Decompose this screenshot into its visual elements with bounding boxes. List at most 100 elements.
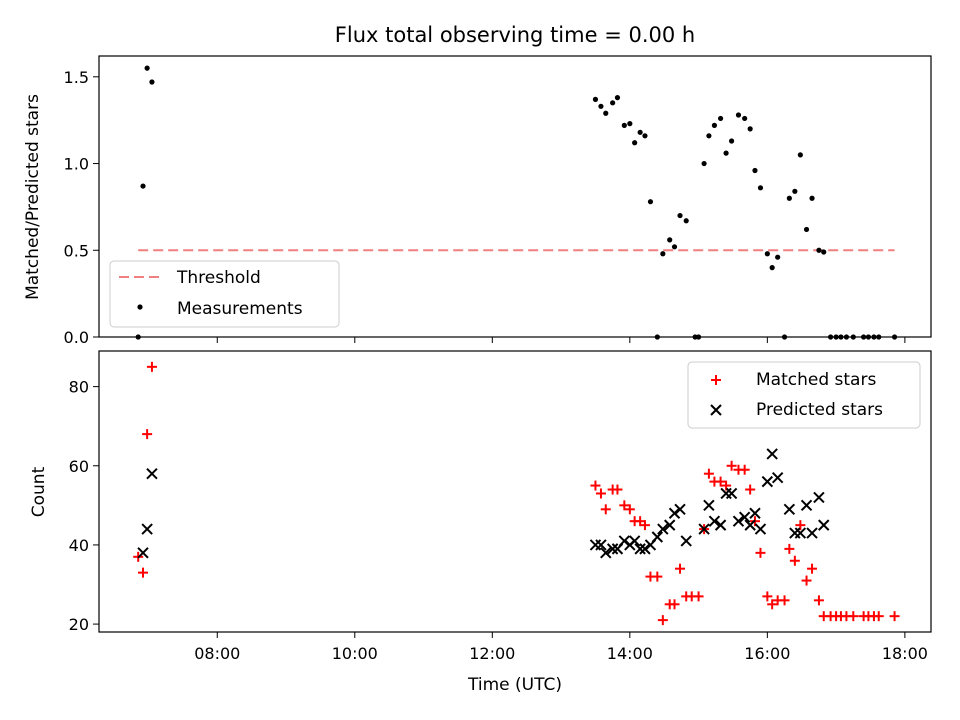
x-b <box>749 507 761 519</box>
matched-stars-point <box>652 571 663 582</box>
y-tick-label: 0.0 <box>64 328 89 347</box>
x-b <box>606 543 619 555</box>
matched-stars-point <box>784 543 795 554</box>
matched-stars-point <box>721 480 732 491</box>
x-tick-label: 08:00 <box>194 644 240 663</box>
x-b <box>732 515 745 527</box>
predicted-stars-point <box>634 543 646 555</box>
predicted-stars-point <box>818 519 830 531</box>
legend-predicted-swatch <box>710 404 722 416</box>
measurement-point <box>647 199 654 205</box>
x-b <box>800 499 813 512</box>
x-b <box>806 527 818 539</box>
predicted-stars-point <box>732 515 745 527</box>
x-b <box>634 543 646 555</box>
matched-stars-point <box>745 484 756 495</box>
x-b <box>618 535 631 547</box>
matched-stars-point <box>789 555 800 566</box>
y-tick-label: 1.0 <box>64 155 89 174</box>
matched-stars-point <box>889 611 900 622</box>
measurement-point <box>735 112 742 118</box>
predicted-stars-point <box>794 527 807 539</box>
predicted-stars-point <box>783 503 796 516</box>
legend-predicted-label: Predicted stars <box>756 400 883 420</box>
matched-stars-point <box>590 480 601 491</box>
measurement-point <box>728 138 735 144</box>
matched-stars-point <box>715 476 726 487</box>
measurement-point <box>792 188 798 194</box>
legend-threshold-label: Threshold <box>176 268 261 288</box>
axes-frame <box>98 350 932 633</box>
matched-stars-point <box>675 563 686 574</box>
x-b <box>639 543 651 555</box>
matched-stars-point <box>726 460 737 471</box>
measurement-point <box>642 133 648 139</box>
matched-stars-point <box>146 361 157 372</box>
x-b <box>818 519 830 531</box>
x-tick-label: 10:00 <box>332 644 378 663</box>
matched-stars-point <box>807 563 818 574</box>
x-b <box>708 515 721 527</box>
measurement-point <box>677 212 683 219</box>
predicted-stars-point <box>668 507 681 519</box>
legend-measurement-label: Measurements <box>177 299 303 319</box>
measurement-point <box>632 140 638 146</box>
bottom-ylabel: Count <box>29 466 49 517</box>
top-panel-ratio: 0.0 0.5 1.0 1.5 Threshold Measurements <box>64 55 932 347</box>
legend-matched-label: Matched stars <box>756 370 876 390</box>
legend-top: Threshold Measurements <box>109 260 340 328</box>
matched-stars-point <box>767 599 778 610</box>
x-b <box>813 491 825 504</box>
predicted-stars-point <box>664 519 676 531</box>
predicted-stars-point <box>725 487 738 500</box>
matched-stars-point <box>795 520 806 531</box>
matched-stars-point <box>813 595 824 606</box>
measurement-point <box>671 244 678 250</box>
x-tick-label: 18:00 <box>882 644 928 663</box>
predicted-stars-point <box>639 543 651 555</box>
measurement-point <box>144 65 150 71</box>
predicted-stars-point <box>813 491 825 504</box>
predicted-stars-point <box>657 523 669 535</box>
predicted-stars-point <box>714 519 727 531</box>
predicted-stars-point <box>674 503 686 516</box>
matched-stars-point <box>612 484 623 495</box>
matched-stars-point <box>739 464 750 475</box>
matched-stars-point <box>873 611 884 622</box>
predicted-stars-point <box>766 448 778 460</box>
measurement-point <box>711 122 718 128</box>
predicted-stars-point <box>708 515 721 527</box>
measurement-point <box>769 265 775 271</box>
matched-stars-point <box>142 429 153 440</box>
measurement-point <box>764 251 770 257</box>
measurement-point <box>637 129 643 135</box>
matched-stars-point <box>657 615 668 626</box>
measurement-point <box>701 160 707 167</box>
x-b <box>137 547 149 559</box>
measurement-point <box>723 150 729 156</box>
x-b <box>657 523 669 535</box>
bottom-panel-counts: 20 40 60 80 08:00 10:00 12:00 14:00 16:00 18:00 Ma… <box>69 350 932 663</box>
x-b <box>628 535 641 547</box>
predicted-stars-point <box>744 519 756 531</box>
measurement-point <box>816 247 822 253</box>
x-b <box>738 511 751 523</box>
measurement-point <box>603 110 609 116</box>
predicted-stars-point <box>137 547 149 559</box>
measurement-point <box>821 249 827 255</box>
predicted-stars-point <box>146 467 158 480</box>
predicted-stars-point <box>771 471 784 484</box>
measurement-point <box>797 152 803 158</box>
measurement-point <box>610 100 616 106</box>
y-tick-label: 60 <box>69 457 89 476</box>
x-tick-label: 16:00 <box>744 644 790 663</box>
predicted-stars-point <box>738 511 751 523</box>
y-tick-label: 80 <box>69 378 89 397</box>
x-b <box>725 487 738 500</box>
measurement-point <box>809 195 815 201</box>
matched-stars-point <box>762 591 773 602</box>
matched-stars-point <box>600 504 611 515</box>
x-b <box>600 547 612 559</box>
